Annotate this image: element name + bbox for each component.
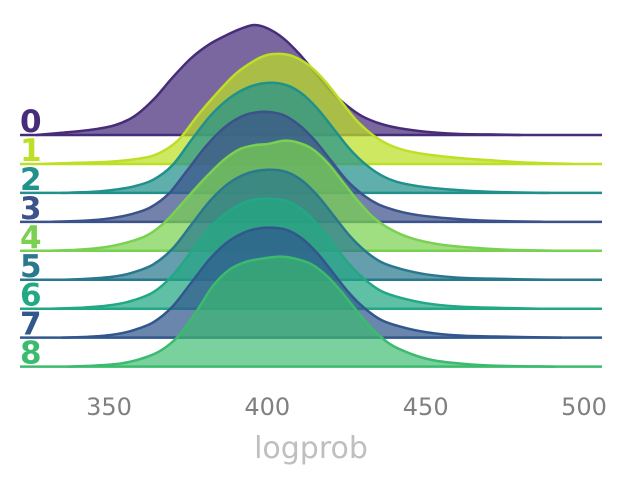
ridge-label: 6	[20, 278, 42, 314]
ridge-outline	[45, 139, 562, 253]
ridge-8: 8	[20, 255, 602, 372]
ridge-outline	[51, 110, 543, 224]
ridge-label: 5	[20, 249, 42, 285]
ridge-outline	[67, 255, 556, 368]
ridge-label: 7	[20, 307, 42, 343]
x-tick-label: 350	[86, 393, 132, 421]
ridge-label: 1	[20, 133, 42, 169]
ridge-label: 8	[20, 336, 42, 372]
x-tick-label: 450	[403, 393, 449, 421]
ridge-outline	[42, 52, 572, 166]
ridge-outline	[61, 226, 562, 339]
x-axis: 350 400 450 500 logprob	[86, 393, 607, 466]
ridge-outline	[61, 168, 550, 282]
ridge-label: 4	[20, 220, 42, 256]
ridge-outline	[36, 23, 521, 137]
ridge-outline	[61, 81, 550, 195]
x-tick-label: 400	[244, 393, 290, 421]
x-axis-title: logprob	[254, 431, 368, 466]
x-tick-label: 500	[561, 393, 607, 421]
ridge-label: 3	[20, 191, 42, 227]
ridge-outline	[48, 197, 540, 310]
ridge-label: 0	[20, 104, 42, 140]
ridge-label: 2	[20, 162, 42, 198]
ridge-area	[67, 256, 556, 367]
